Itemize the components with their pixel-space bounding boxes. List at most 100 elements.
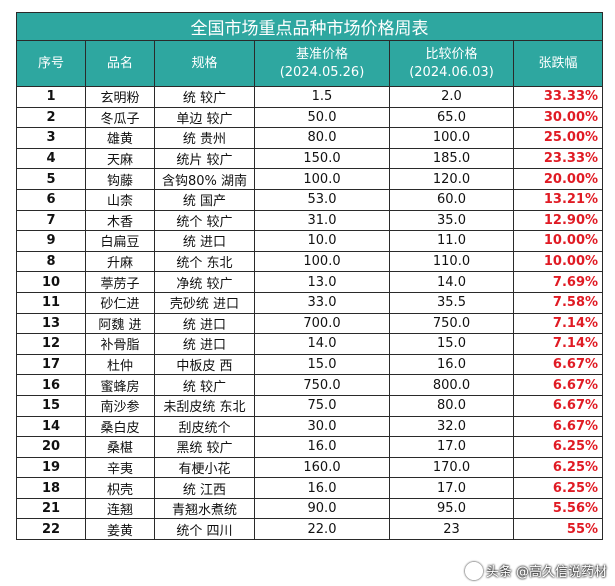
header-base-date: (2024.05.26) <box>279 64 365 80</box>
cell-compare-price: 2.0 <box>389 86 514 108</box>
cell-base-price: 700.0 <box>254 312 390 335</box>
cell-change: 30.00% <box>512 106 604 129</box>
cell-base-price: 13.0 <box>254 271 390 293</box>
cell-compare-price: 11.0 <box>389 230 514 252</box>
cell-spec: 壳砂统 进口 <box>154 291 255 314</box>
table-row: 21 连翘 青翘水煮统 90.0 95.0 5.56% <box>16 497 604 520</box>
cell-seq: 3 <box>16 127 86 149</box>
cell-compare-price: 120.0 <box>389 168 514 190</box>
cell-change: 10.00% <box>512 230 604 252</box>
cell-seq: 17 <box>16 353 86 376</box>
cell-name: 阿魏 进 <box>85 312 155 335</box>
cell-change: 6.67% <box>512 353 604 376</box>
cell-seq: 14 <box>16 415 86 438</box>
cell-name: 天麻 <box>85 147 155 170</box>
cell-seq: 12 <box>16 333 86 355</box>
table-row: 8 升麻 统个 东北 100.0 110.0 10.00% <box>16 250 604 273</box>
cell-change: 6.67% <box>512 394 604 417</box>
watermark: 头条 @高久信说药材 <box>464 561 607 580</box>
table-title: 全国市场重点品种市场价格周表 <box>15 12 604 41</box>
watermark-text: 头条 @高久信说药材 <box>485 565 607 580</box>
cell-name: 木香 <box>85 209 155 232</box>
cell-compare-price: 80.0 <box>389 394 514 417</box>
cell-name: 山柰 <box>85 188 155 211</box>
header-base-price-label: 基准价格 <box>295 46 348 62</box>
cell-compare-price: 35.5 <box>389 291 514 314</box>
cell-base-price: 10.0 <box>254 230 390 252</box>
table-row: 3 雄黄统 贵州 80.0 100.0 25.00% <box>16 127 604 149</box>
cell-compare-price: 750.0 <box>389 312 514 335</box>
cell-change: 7.14% <box>512 333 604 355</box>
table-row: 9 白扁豆统 进口 10.0 11.0 10.00% <box>16 230 604 252</box>
cell-base-price: 53.0 <box>254 188 390 211</box>
cell-spec: 统 进口 <box>154 312 255 335</box>
cell-change: 55% <box>512 518 604 541</box>
cell-name: 白扁豆 <box>85 230 155 252</box>
cell-name: 钩藤 <box>85 168 155 190</box>
table-row: 15 南沙参 未刮皮统 东北 75.0 80.0 6.67% <box>16 394 604 417</box>
cell-spec: 单边 较广 <box>154 106 255 129</box>
cell-compare-price: 95.0 <box>389 497 514 520</box>
cell-base-price: 15.0 <box>254 353 390 376</box>
cell-name: 桑白皮 <box>85 415 155 438</box>
cell-name: 雄黄 <box>85 127 155 149</box>
header-compare-price-label: 比较价格 <box>425 46 478 62</box>
cell-base-price: 80.0 <box>254 127 390 149</box>
price-table: 全国市场重点品种市场价格周表 序号 品名 规格 基准价格 (2024.05.26… <box>15 12 604 541</box>
cell-base-price: 33.0 <box>254 291 390 314</box>
table-row: 14 桑白皮 刮皮统个 30.0 32.0 6.67% <box>16 415 604 438</box>
cell-spec: 统 较广 <box>154 86 255 108</box>
cell-compare-price: 800.0 <box>389 374 514 396</box>
cell-spec: 青翘水煮统 <box>154 497 255 520</box>
cell-seq: 19 <box>16 456 86 479</box>
cell-seq: 5 <box>16 168 86 190</box>
header-spec: 规格 <box>154 40 255 87</box>
cell-base-price: 100.0 <box>254 168 390 190</box>
cell-spec: 统 贵州 <box>154 127 255 149</box>
cell-compare-price: 60.0 <box>389 188 514 211</box>
cell-name: 葶苈子 <box>85 271 155 293</box>
cell-seq: 2 <box>16 106 86 129</box>
cell-base-price: 16.0 <box>254 477 390 499</box>
cell-spec: 统个 较广 <box>154 209 255 232</box>
cell-base-price: 150.0 <box>254 147 390 170</box>
cell-name: 姜黄 <box>85 518 155 541</box>
cell-seq: 18 <box>16 477 86 499</box>
cell-base-price: 31.0 <box>254 209 390 232</box>
cell-compare-price: 32.0 <box>389 415 514 438</box>
cell-base-price: 22.0 <box>254 518 390 541</box>
cell-name: 辛夷 <box>85 456 155 479</box>
cell-base-price: 16.0 <box>254 436 390 458</box>
cell-spec: 有梗小花 <box>154 456 255 479</box>
cell-name: 枳壳 <box>85 477 155 499</box>
table-row: 7 木香 统个 较广 31.0 35.0 12.90% <box>16 209 604 232</box>
header-compare-price: 比较价格 (2024.06.03) <box>389 40 514 87</box>
table-row: 2 冬瓜子 单边 较广 50.0 65.0 30.00% <box>16 106 604 129</box>
cell-spec: 刮皮统个 <box>154 415 255 438</box>
cell-change: 6.25% <box>512 477 604 499</box>
cell-compare-price: 100.0 <box>389 127 514 149</box>
table-row: 20 桑椹 黑统 较广 16.0 17.0 6.25% <box>16 436 604 458</box>
cell-name: 南沙参 <box>85 394 155 417</box>
cell-name: 砂仁进 <box>85 291 155 314</box>
header-base-price: 基准价格 (2024.05.26) <box>254 40 390 87</box>
cell-seq: 15 <box>16 394 86 417</box>
header-name: 品名 <box>85 40 155 87</box>
cell-change: 25.00% <box>512 127 604 149</box>
cell-base-price: 750.0 <box>254 374 390 396</box>
cell-seq: 13 <box>16 312 86 335</box>
cell-spec: 统 较广 <box>154 374 255 396</box>
cell-base-price: 90.0 <box>254 497 390 520</box>
cell-change: 6.67% <box>512 374 604 396</box>
cell-compare-price: 23 <box>389 518 514 541</box>
table-row: 17 杜仲 中板皮 西 15.0 16.0 6.67% <box>16 353 604 376</box>
watermark-logo-icon <box>464 561 483 580</box>
cell-spec: 统个 四川 <box>154 518 255 541</box>
cell-change: 7.69% <box>512 271 604 293</box>
cell-seq: 1 <box>16 86 86 108</box>
cell-seq: 22 <box>16 518 86 541</box>
table-row: 18 枳壳统 江西 16.0 17.0 6.25% <box>16 477 604 499</box>
price-table-container: 全国市场重点品种市场价格周表 序号 品名 规格 基准价格 (2024.05.26… <box>15 12 604 541</box>
cell-name: 杜仲 <box>85 353 155 376</box>
cell-compare-price: 17.0 <box>389 477 514 499</box>
